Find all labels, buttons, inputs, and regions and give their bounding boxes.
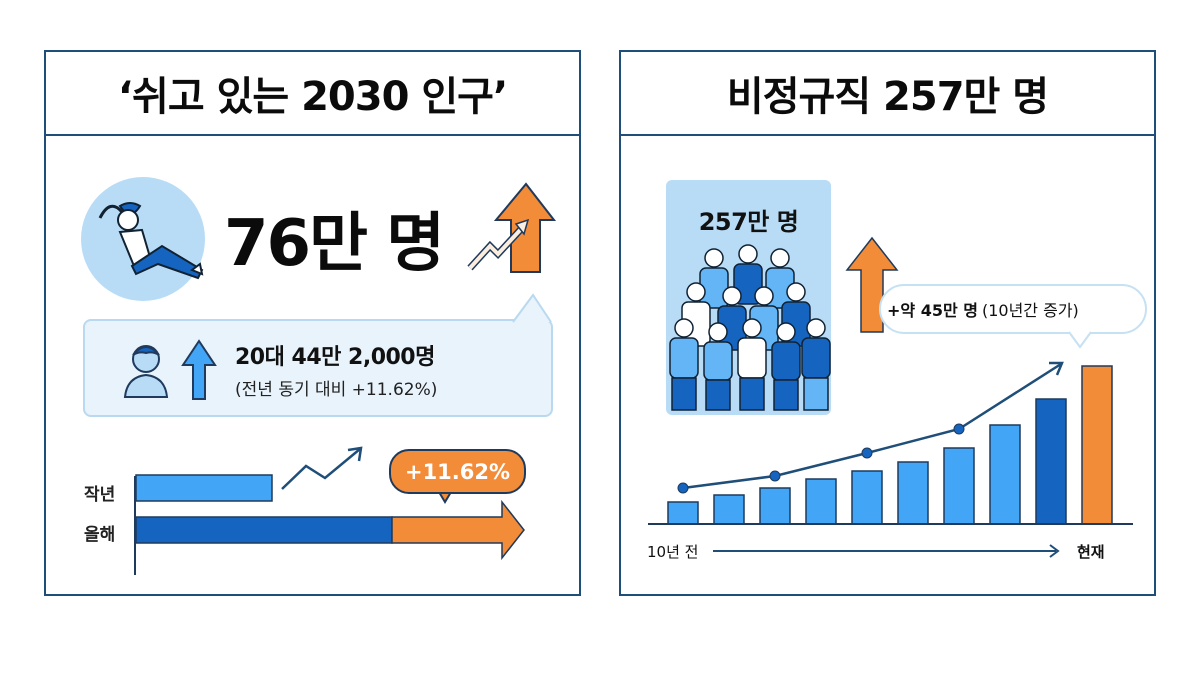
person-icon — [123, 345, 169, 398]
left-panel-title: ‘쉬고 있는 2030 인구’ — [46, 52, 579, 136]
left-panel: ‘쉬고 있는 2030 인구’ 76만 명 20대 44만 2,000명 (전년… — [44, 50, 581, 596]
age20-callout: 20대 44만 2,000명 (전년 동기 대비 +11.62%) — [83, 293, 553, 417]
right-panel: 비정규직 257만 명 257만 명 — [619, 50, 1156, 596]
growth-badge: +11.62% — [389, 449, 526, 494]
right-panel-title: 비정규직 257만 명 — [621, 52, 1154, 136]
this-year-label: 올해 — [84, 525, 116, 545]
workers-stat-box: 257만 명 — [666, 180, 831, 415]
relaxing-person-icon — [81, 177, 205, 301]
comparison-bar-chart — [134, 446, 525, 575]
increase-note: (10년간 증가) — [981, 301, 1079, 320]
increase-callout: +약 45만 명 (10년간 증가) — [879, 284, 1147, 334]
trend-up-arrow-icon — [467, 182, 557, 273]
callout-subtext: (전년 동기 대비 +11.62%) — [235, 380, 438, 400]
last-year-label: 작년 — [84, 485, 116, 505]
workers-group-icon — [669, 244, 831, 411]
up-arrow-icon — [181, 339, 217, 400]
callout-headline: 20대 44만 2,000명 — [235, 345, 435, 370]
axis-start-label: 10년 전 — [647, 543, 699, 561]
stat-box-value: 257만 명 — [698, 208, 799, 236]
trend-bar-chart — [648, 361, 1133, 558]
headline-value: 76만 명 — [224, 207, 445, 281]
axis-end-label: 현재 — [1077, 543, 1105, 561]
increase-amount: +약 45만 명 — [887, 301, 978, 320]
